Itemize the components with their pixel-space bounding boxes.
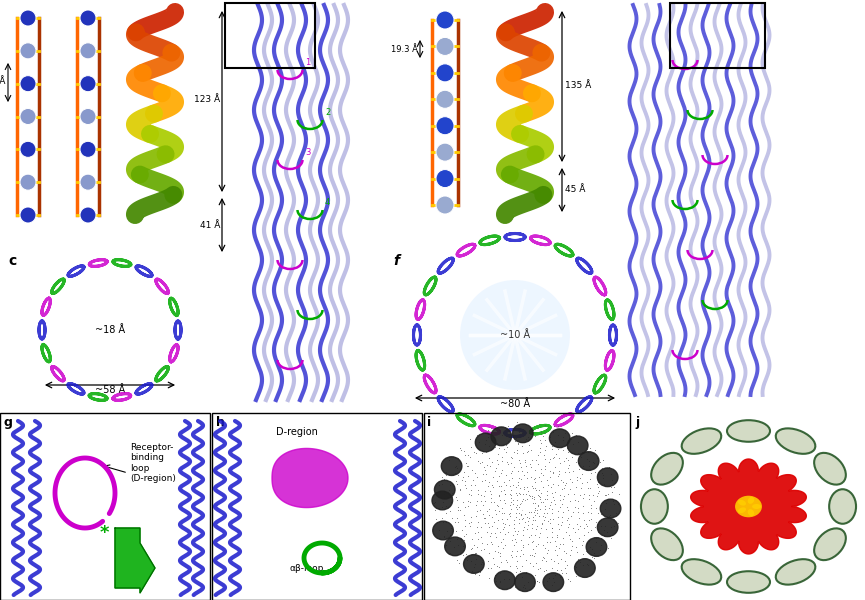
Circle shape bbox=[436, 170, 454, 188]
Circle shape bbox=[475, 433, 496, 452]
Ellipse shape bbox=[776, 428, 816, 454]
Circle shape bbox=[441, 457, 462, 475]
Circle shape bbox=[436, 37, 454, 55]
Circle shape bbox=[80, 142, 96, 157]
Text: *: * bbox=[100, 524, 110, 542]
Text: ~10 Å: ~10 Å bbox=[500, 330, 530, 340]
Ellipse shape bbox=[752, 504, 761, 509]
Bar bbox=[670, 3, 765, 68]
Text: 19.3 Å: 19.3 Å bbox=[391, 44, 418, 53]
Text: 41 Å: 41 Å bbox=[200, 220, 220, 229]
Ellipse shape bbox=[651, 453, 682, 485]
Ellipse shape bbox=[776, 559, 816, 584]
Ellipse shape bbox=[747, 497, 754, 504]
Circle shape bbox=[432, 521, 453, 540]
Ellipse shape bbox=[747, 509, 754, 516]
Circle shape bbox=[436, 196, 454, 214]
Circle shape bbox=[20, 76, 36, 92]
Circle shape bbox=[20, 174, 36, 190]
Text: 1: 1 bbox=[305, 58, 311, 67]
Circle shape bbox=[432, 491, 452, 510]
Circle shape bbox=[600, 499, 621, 518]
Text: 123 Å: 123 Å bbox=[194, 95, 220, 104]
Bar bbox=[424, 413, 630, 600]
Text: 135 Å: 135 Å bbox=[565, 80, 592, 89]
Ellipse shape bbox=[682, 559, 721, 584]
Ellipse shape bbox=[814, 529, 846, 560]
Ellipse shape bbox=[641, 489, 668, 524]
Circle shape bbox=[567, 436, 588, 455]
Circle shape bbox=[445, 537, 465, 556]
Circle shape bbox=[20, 43, 36, 59]
Circle shape bbox=[80, 109, 96, 124]
Bar bbox=[212, 413, 422, 600]
Ellipse shape bbox=[735, 496, 762, 517]
Circle shape bbox=[522, 502, 533, 512]
Circle shape bbox=[549, 429, 570, 448]
Text: 41 Å: 41 Å bbox=[0, 77, 5, 86]
Ellipse shape bbox=[727, 420, 770, 442]
Bar bbox=[0, 413, 210, 600]
Circle shape bbox=[436, 11, 454, 29]
Circle shape bbox=[598, 518, 618, 536]
Text: 4: 4 bbox=[325, 198, 330, 207]
Circle shape bbox=[574, 559, 595, 577]
Circle shape bbox=[20, 109, 36, 124]
Circle shape bbox=[434, 480, 455, 499]
Polygon shape bbox=[115, 528, 155, 593]
Text: ~58 Å: ~58 Å bbox=[95, 385, 125, 395]
Text: f: f bbox=[393, 254, 399, 268]
Circle shape bbox=[436, 143, 454, 161]
Text: 45 Å: 45 Å bbox=[565, 185, 586, 194]
Circle shape bbox=[579, 452, 599, 470]
Ellipse shape bbox=[738, 508, 746, 513]
Circle shape bbox=[586, 538, 606, 556]
Circle shape bbox=[80, 76, 96, 92]
Ellipse shape bbox=[651, 529, 682, 560]
Text: αβ-loop: αβ-loop bbox=[290, 564, 324, 573]
Text: c: c bbox=[8, 254, 16, 268]
Text: g: g bbox=[4, 416, 13, 429]
Text: h: h bbox=[216, 416, 225, 429]
Circle shape bbox=[436, 90, 454, 108]
Text: 2: 2 bbox=[325, 108, 330, 117]
Ellipse shape bbox=[682, 428, 721, 454]
Circle shape bbox=[20, 207, 36, 223]
Text: D-region: D-region bbox=[276, 427, 318, 437]
Ellipse shape bbox=[727, 571, 770, 593]
Text: 3: 3 bbox=[305, 148, 311, 157]
Circle shape bbox=[80, 43, 96, 59]
Ellipse shape bbox=[814, 453, 846, 485]
Circle shape bbox=[495, 571, 515, 590]
Circle shape bbox=[543, 573, 564, 592]
Text: i: i bbox=[427, 416, 431, 429]
Ellipse shape bbox=[460, 280, 570, 390]
Ellipse shape bbox=[830, 489, 856, 524]
Circle shape bbox=[20, 10, 36, 26]
Text: ~80 Å: ~80 Å bbox=[500, 399, 530, 409]
Polygon shape bbox=[690, 459, 806, 554]
Circle shape bbox=[436, 117, 454, 135]
Circle shape bbox=[80, 10, 96, 26]
Bar bbox=[225, 3, 315, 68]
Circle shape bbox=[80, 207, 96, 223]
Circle shape bbox=[80, 174, 96, 190]
Text: ~18 Å: ~18 Å bbox=[95, 325, 125, 335]
Text: Receptor-
binding
loop
(D-region): Receptor- binding loop (D-region) bbox=[130, 443, 176, 483]
Circle shape bbox=[436, 64, 454, 82]
Polygon shape bbox=[272, 448, 348, 508]
Circle shape bbox=[491, 427, 511, 446]
Circle shape bbox=[464, 554, 484, 574]
Circle shape bbox=[20, 142, 36, 157]
Text: j: j bbox=[635, 416, 639, 429]
Circle shape bbox=[512, 424, 533, 443]
Ellipse shape bbox=[738, 500, 746, 506]
Circle shape bbox=[515, 573, 535, 592]
Circle shape bbox=[598, 468, 618, 487]
